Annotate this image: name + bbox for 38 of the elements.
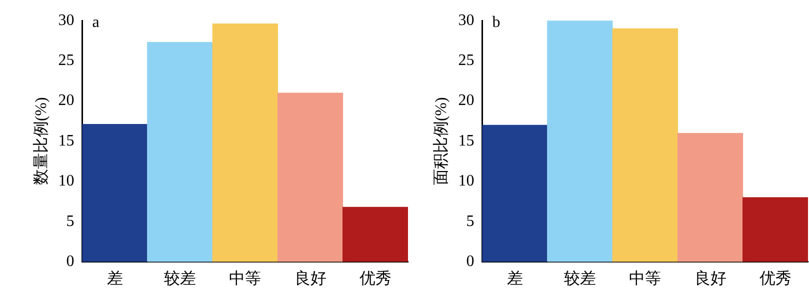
y-axis-title: 数量比例(%)	[32, 97, 50, 186]
bar	[742, 197, 808, 262]
x-tick-label: 中等	[229, 270, 262, 288]
bar	[547, 20, 613, 262]
x-tick-label: 较差	[564, 270, 596, 288]
y-tick-label: 0	[466, 253, 474, 270]
y-tick-label: 10	[58, 172, 74, 190]
annotation: b	[492, 14, 500, 31]
bar	[677, 132, 744, 262]
annotation: a	[92, 14, 100, 31]
y-tick-label: 30	[58, 12, 74, 29]
bar	[212, 23, 278, 262]
y-axis-title: 面积比例(%)	[432, 97, 450, 186]
y-tick-label: 20	[458, 92, 474, 110]
x-tick-label: 良好	[294, 270, 326, 288]
x-tick-label: 良好	[694, 270, 726, 288]
y-tick-label: 5	[466, 212, 474, 230]
bar	[482, 124, 548, 262]
bar	[277, 92, 344, 262]
bar	[147, 42, 213, 262]
y-tick-label: 25	[458, 52, 474, 70]
y-tick-label: 15	[58, 132, 74, 150]
x-tick-label: 较差	[164, 270, 196, 288]
x-tick-label: 中等	[629, 270, 662, 288]
x-tick-label: 优秀	[359, 270, 392, 288]
y-tick-label: 5	[66, 212, 74, 230]
x-tick-label: 优秀	[759, 270, 792, 288]
y-tick-label: 0	[66, 253, 74, 270]
bar	[342, 206, 408, 262]
y-tick-label: 10	[458, 172, 474, 190]
y-tick-label: 20	[58, 92, 74, 110]
bar	[612, 28, 678, 262]
y-tick-label: 25	[58, 52, 74, 70]
x-tick-label: 差	[506, 270, 523, 288]
x-tick-label: 差	[106, 270, 123, 288]
y-tick-label: 15	[458, 132, 474, 150]
y-tick-label: 30	[458, 12, 474, 29]
bar	[82, 124, 148, 262]
